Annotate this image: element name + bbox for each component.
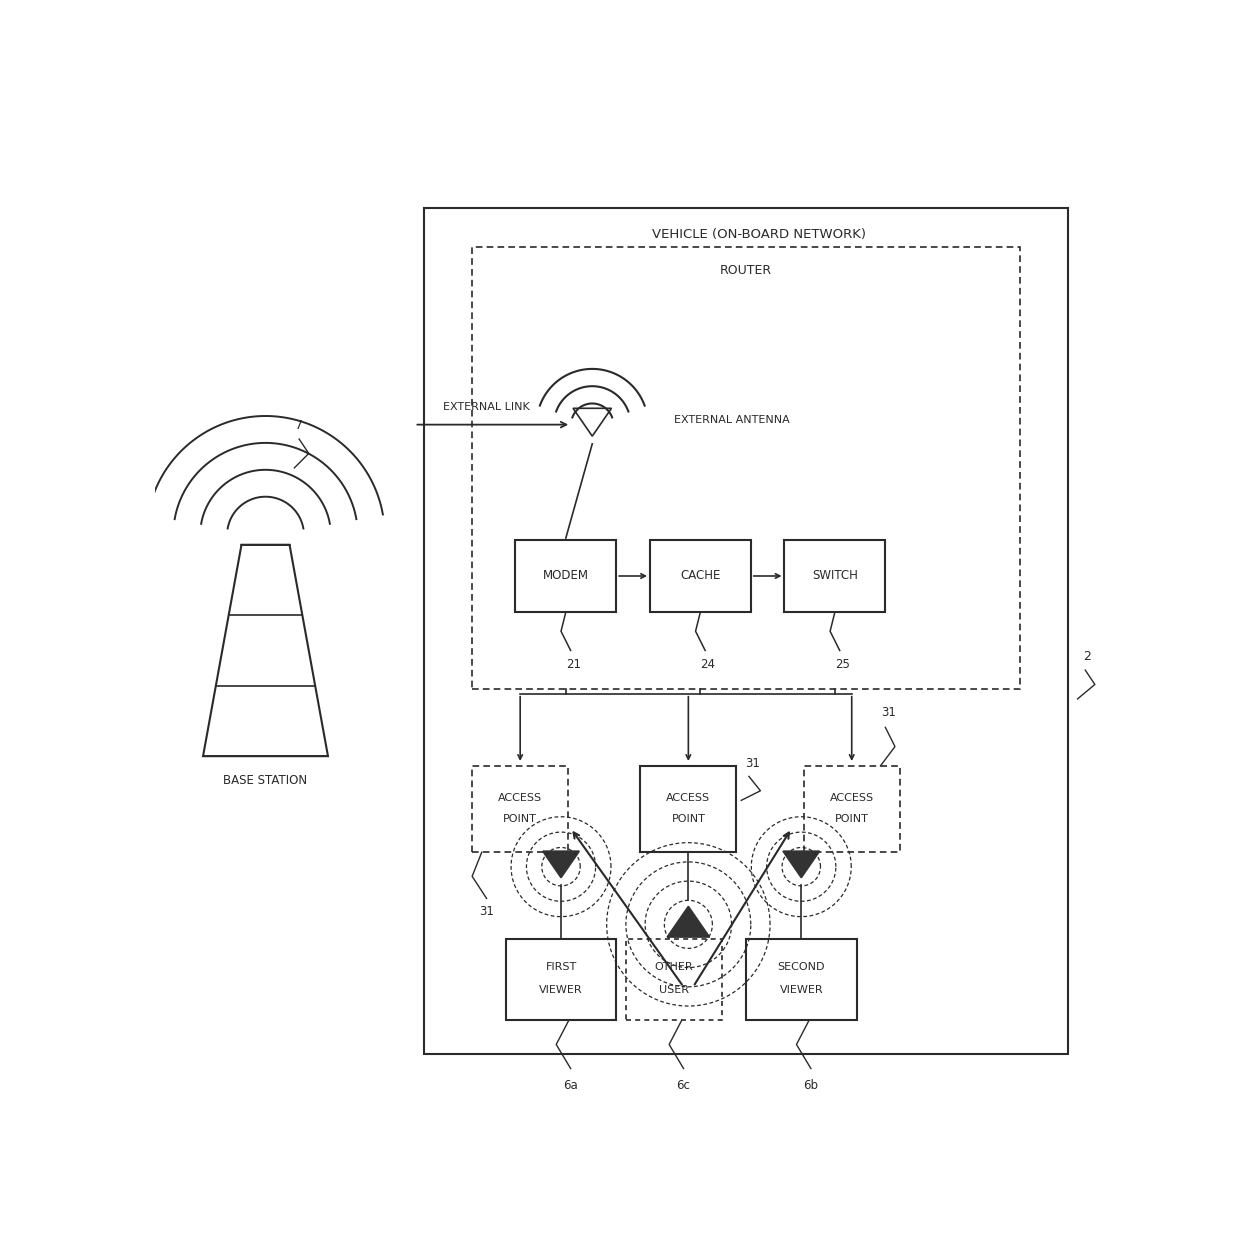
Text: POINT: POINT	[671, 814, 706, 824]
Text: ACCESS: ACCESS	[830, 792, 874, 802]
Text: SECOND: SECOND	[777, 962, 825, 972]
Text: ACCESS: ACCESS	[498, 792, 542, 802]
Text: 2: 2	[1084, 650, 1091, 662]
Bar	[472, 766, 568, 853]
Bar	[650, 540, 750, 612]
Text: 6a: 6a	[563, 1079, 578, 1092]
Bar	[516, 540, 616, 612]
Text: 6b: 6b	[804, 1079, 818, 1092]
Text: 31: 31	[745, 758, 760, 770]
Text: VIEWER: VIEWER	[539, 985, 583, 995]
Polygon shape	[667, 906, 709, 938]
Bar	[640, 766, 737, 853]
Bar	[626, 939, 722, 1020]
Bar	[746, 939, 857, 1020]
Text: 21: 21	[565, 659, 582, 671]
Text: 24: 24	[701, 659, 715, 671]
Bar	[472, 246, 1019, 689]
Text: VEHICLE (ON-BOARD NETWORK): VEHICLE (ON-BOARD NETWORK)	[652, 228, 866, 241]
Text: FIRST: FIRST	[546, 962, 577, 972]
Text: 31: 31	[880, 706, 895, 720]
Bar	[804, 766, 900, 853]
Text: 7: 7	[295, 419, 303, 432]
Text: 6c: 6c	[677, 1079, 691, 1092]
Bar	[785, 540, 885, 612]
Text: VIEWER: VIEWER	[780, 985, 823, 995]
Text: ACCESS: ACCESS	[666, 792, 711, 802]
Bar	[424, 209, 1068, 1054]
Text: CACHE: CACHE	[681, 570, 720, 582]
Text: EXTERNAL LINK: EXTERNAL LINK	[443, 402, 529, 412]
Text: SWITCH: SWITCH	[812, 570, 858, 582]
Text: POINT: POINT	[835, 814, 869, 824]
Text: USER: USER	[658, 985, 689, 995]
Text: OTHER: OTHER	[655, 962, 693, 972]
Text: 25: 25	[836, 659, 851, 671]
Polygon shape	[543, 851, 579, 878]
Text: EXTERNAL ANTENNA: EXTERNAL ANTENNA	[675, 415, 790, 425]
Text: BASE STATION: BASE STATION	[223, 774, 308, 786]
Bar	[506, 939, 616, 1020]
Text: MODEM: MODEM	[543, 570, 589, 582]
Text: POINT: POINT	[503, 814, 537, 824]
Text: ROUTER: ROUTER	[720, 264, 773, 278]
Polygon shape	[782, 851, 820, 878]
Text: 31: 31	[479, 905, 494, 919]
